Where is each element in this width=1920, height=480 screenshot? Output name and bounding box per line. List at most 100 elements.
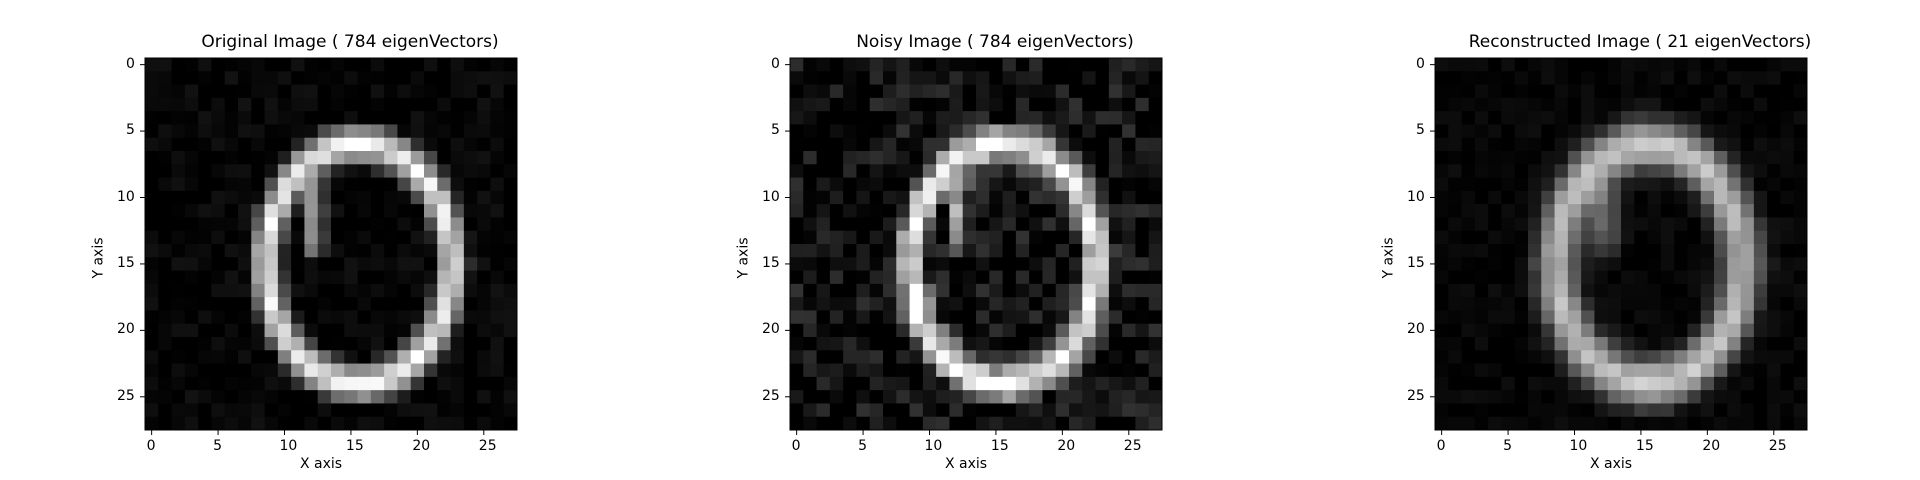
- heatmap-cell: [1647, 137, 1662, 152]
- heatmap-cell: [463, 376, 478, 391]
- heatmap-cell: [1015, 323, 1030, 338]
- heatmap-cell: [291, 270, 305, 285]
- heatmap-cell: [437, 177, 451, 192]
- heatmap-cell: [1634, 217, 1648, 232]
- heatmap-cell: [1607, 124, 1622, 139]
- heatmap-cell: [790, 270, 804, 285]
- heatmap-cell: [1082, 376, 1096, 391]
- heatmap-cell: [1015, 217, 1030, 232]
- heatmap-cell: [1015, 257, 1030, 271]
- heatmap-cell: [264, 204, 279, 218]
- heatmap-cell: [1108, 270, 1123, 285]
- heatmap-cell: [1122, 323, 1136, 338]
- heatmap-cell: [384, 217, 398, 232]
- heatmap-cell: [1594, 217, 1609, 232]
- heatmap-cell: [437, 390, 451, 404]
- heatmap-cell: [291, 257, 305, 271]
- heatmap-cell: [171, 97, 186, 112]
- heatmap-cell: [304, 257, 319, 271]
- heatmap-cell: [331, 137, 345, 152]
- heatmap-cell: [1674, 137, 1688, 152]
- heatmap-cell: [1069, 337, 1083, 351]
- heatmap-cell: [344, 376, 358, 391]
- heatmap-cell: [856, 337, 871, 351]
- heatmap-cell: [1674, 164, 1688, 178]
- heatmap-cell: [1474, 217, 1489, 232]
- heatmap-cell: [816, 416, 831, 431]
- heatmap-cell: [909, 217, 924, 232]
- heatmap-cell: [477, 403, 491, 418]
- heatmap-cell: [1514, 71, 1529, 85]
- heatmap-cell: [184, 337, 199, 351]
- heatmap-cell: [410, 164, 425, 178]
- heatmap-cell: [1514, 297, 1529, 311]
- heatmap-cell: [370, 363, 385, 378]
- heatmap-cell: [1029, 97, 1043, 112]
- heatmap-cell: [989, 190, 1003, 205]
- heatmap-cell: [370, 297, 385, 311]
- heatmap-cell: [1474, 310, 1489, 325]
- heatmap-cell: [1567, 217, 1582, 232]
- heatmap-cell: [856, 58, 871, 72]
- heatmap-cell: [1042, 376, 1057, 391]
- heatmap-cell: [277, 97, 292, 112]
- heatmap-cell: [883, 390, 897, 404]
- heatmap-cell: [357, 164, 372, 178]
- heatmap-cell: [816, 230, 831, 245]
- heatmap-cell: [503, 350, 518, 364]
- heatmap-cell: [1082, 310, 1096, 325]
- heatmap-cell: [843, 390, 857, 404]
- heatmap-cell: [251, 230, 265, 245]
- heatmap-cell: [1002, 217, 1017, 232]
- heatmap-cell: [344, 403, 358, 418]
- heatmap-cell: [304, 350, 319, 364]
- heatmap-cell: [238, 257, 252, 271]
- heatmap-cell: [1069, 71, 1083, 85]
- heatmap-cell: [224, 323, 239, 338]
- heatmap-cell: [1660, 244, 1675, 258]
- heatmap-cell: [477, 177, 491, 192]
- heatmap-cell: [397, 84, 412, 99]
- heatmap-cell: [1082, 416, 1096, 431]
- heatmap-cell: [1055, 164, 1070, 178]
- heatmap-cell: [1069, 403, 1083, 418]
- heatmap-cell: [1108, 84, 1123, 99]
- heatmap-cell: [1793, 124, 1808, 139]
- heatmap-cell: [1082, 137, 1096, 152]
- heatmap-cell: [1567, 124, 1582, 139]
- heatmap-cell: [1029, 323, 1043, 338]
- heatmap-cell: [949, 84, 964, 99]
- heatmap-cell: [1700, 84, 1715, 99]
- heatmap-cell: [1015, 71, 1030, 85]
- heatmap-cell: [384, 416, 398, 431]
- heatmap-cell: [384, 270, 398, 285]
- heatmap-cell: [989, 71, 1003, 85]
- heatmap-cell: [317, 376, 332, 391]
- heatmap-cell: [397, 283, 412, 298]
- heatmap-cell: [1055, 297, 1070, 311]
- heatmap-cell: [1567, 177, 1582, 192]
- heatmap-cell: [1634, 323, 1648, 338]
- heatmap-cell: [803, 177, 817, 192]
- heatmap-cell: [1567, 310, 1582, 325]
- heatmap-cell: [843, 137, 857, 152]
- heatmap-cell: [1714, 283, 1728, 298]
- heatmap-cell: [357, 97, 372, 112]
- heatmap-cell: [1567, 376, 1582, 391]
- heatmap-cell: [1069, 283, 1083, 298]
- heatmap-cell: [843, 204, 857, 218]
- heatmap-cell: [989, 111, 1003, 125]
- heatmap-cell: [184, 58, 199, 72]
- heatmap-cell: [1135, 111, 1150, 125]
- heatmap-cell: [370, 376, 385, 391]
- heatmap-cell: [477, 190, 491, 205]
- heatmap-cell: [1621, 204, 1635, 218]
- heatmap-cell: [1488, 84, 1502, 99]
- heatmap-cell: [1554, 310, 1569, 325]
- heatmap-cell: [251, 416, 265, 431]
- heatmap-cell: [1621, 390, 1635, 404]
- heatmap-cell: [1767, 177, 1781, 192]
- heatmap-cell: [1095, 297, 1110, 311]
- heatmap-cell: [1714, 376, 1728, 391]
- heatmap-cell: [869, 151, 884, 165]
